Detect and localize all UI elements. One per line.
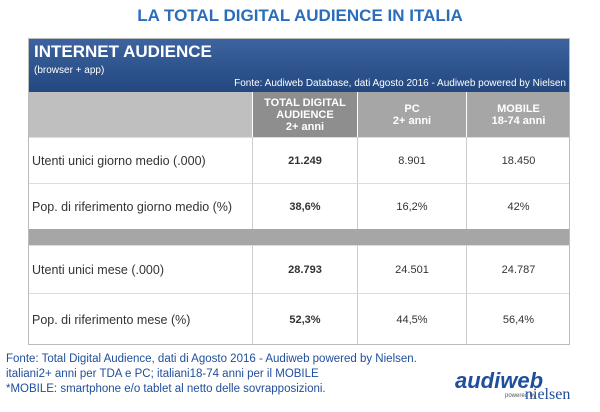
row-label: Pop. di riferimento giorno medio (%) [28, 183, 252, 229]
panel-title: INTERNET AUDIENCE [34, 42, 212, 61]
cell: 52,3% [252, 293, 357, 345]
logo: audiweb [455, 368, 544, 393]
footer-line: italiani2+ anni per TDA e PC; italiani18… [6, 368, 319, 380]
panel-subtitle: (browser + app) [34, 65, 105, 76]
separator [28, 229, 570, 245]
panel-source: Fonte: Audiweb Database, dati Agosto 201… [234, 78, 566, 89]
row-label: Utenti unici giorno medio (.000) [28, 137, 252, 183]
title: LA TOTAL DIGITAL AUDIENCE IN ITALIA [137, 6, 463, 25]
panel-header: INTERNET AUDIENCE (browser + app) Fonte:… [28, 38, 570, 92]
header-empty [28, 92, 252, 137]
cell: 42% [466, 183, 570, 229]
cell: 16,2% [357, 183, 466, 229]
footer-line: Fonte: Total Digital Audience, dati di A… [6, 353, 417, 365]
footer: Fonte: Total Digital Audience, dati di A… [6, 352, 417, 397]
footer-line: *MOBILE: smartphone e/o tablet al netto … [6, 383, 326, 395]
logo-powered: powered by [505, 393, 537, 399]
row-label: Pop. di riferimento mese (%) [28, 293, 252, 345]
cell: 56,4% [466, 293, 570, 345]
column-subtitle: 2+ anni [392, 114, 432, 127]
cell: 24.501 [357, 245, 466, 293]
cell: 8.901 [357, 137, 466, 183]
cell: 24.787 [466, 245, 570, 293]
cell: 38,6% [252, 183, 357, 229]
column-title: MOBILE [497, 102, 540, 115]
column-header: MOBILE 18-74 anni [466, 92, 570, 137]
column-title: PC [404, 102, 420, 115]
cell: 44,5% [357, 293, 466, 345]
column-subtitle: 18-74 anni [491, 114, 546, 127]
logo-brand: nielsen [525, 386, 571, 403]
table-border [28, 38, 570, 345]
column-header: PC 2+ anni [357, 92, 466, 137]
row-label: Utenti unici mese (.000) [28, 245, 252, 293]
cell: 18.450 [466, 137, 570, 183]
cell: 21.249 [252, 137, 357, 183]
column-header: TOTAL DIGITAL AUDIENCE 2+ anni [252, 92, 357, 137]
cell: 28.793 [252, 245, 357, 293]
column-subtitle: 2+ anni [285, 120, 325, 133]
column-title: TOTAL DIGITAL AUDIENCE [264, 96, 346, 121]
